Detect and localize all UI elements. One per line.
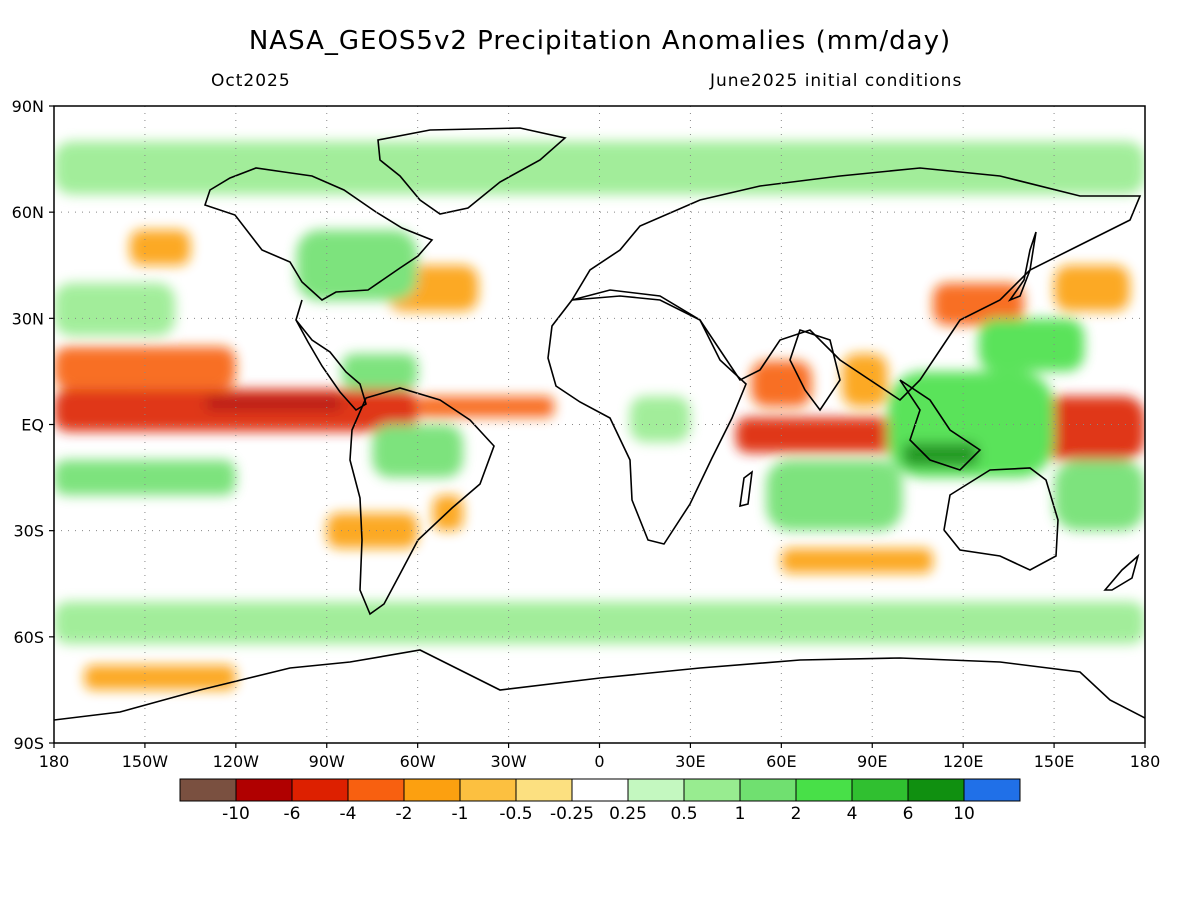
- new-zealand-outline: [1103, 553, 1140, 591]
- lon-label: 60W: [400, 752, 436, 771]
- colorbar-swatch: [907, 778, 965, 802]
- anomaly-north-america-wet: [296, 229, 418, 301]
- anomaly-northwest-pacific-dry: [1054, 265, 1130, 312]
- eurasia-outline: [570, 167, 1142, 402]
- lon-label: 90E: [857, 752, 887, 771]
- anomaly-field: [54, 141, 1145, 690]
- colorbar-swatch: [515, 778, 573, 802]
- initial-conditions-label: June2025 initial conditions: [710, 71, 963, 91]
- anomaly-equatorial-africa-wet: [629, 396, 691, 443]
- lat-label: 60N: [12, 203, 44, 222]
- anomaly-caribbean-wet: [341, 353, 418, 390]
- lat-label: 30N: [12, 309, 44, 328]
- anomaly-south-american-plateau-dry: [432, 495, 464, 531]
- anomaly-western-indian-ocean-dry: [735, 417, 903, 453]
- anomaly-eastern-indian-ocean-wet-core: [902, 442, 979, 467]
- south-america-outline: [349, 387, 495, 616]
- anomaly-south-indian-ocean-dry-band: [781, 548, 933, 574]
- japan-outline: [1007, 231, 1037, 302]
- lon-label: 60E: [766, 752, 796, 771]
- colorbar-swatch: [459, 778, 517, 802]
- australia-outline: [943, 467, 1059, 571]
- colorbar-swatch: [683, 778, 741, 802]
- colorbar-label: -1: [452, 804, 469, 824]
- colorbar-swatch: [291, 778, 349, 802]
- colorbar-swatch: [851, 778, 909, 802]
- colorbar-label: 1: [735, 804, 746, 824]
- valid-month-label: Oct2025: [211, 71, 291, 91]
- lon-label: 150W: [122, 752, 169, 771]
- colorbar-label: 2: [791, 804, 802, 824]
- colorbar-swatch: [795, 778, 853, 802]
- india-outline: [789, 328, 841, 412]
- lon-label: 30W: [490, 752, 526, 771]
- colorbar-label: -10: [222, 804, 250, 824]
- lon-label: 90W: [309, 752, 345, 771]
- colorbar-swatch: [179, 778, 237, 802]
- lat-label: 30S: [13, 522, 44, 541]
- greenland-outline: [377, 127, 567, 215]
- antarctica-outline: [54, 649, 1145, 721]
- anomaly-gulf-of-alaska-dry: [129, 229, 191, 266]
- anomaly-bay-of-bengal-dry: [841, 353, 888, 407]
- anomaly-amazon-wet: [372, 424, 464, 478]
- colorbar-label: 6: [903, 804, 914, 824]
- anomaly-west-pacific-equatorial-dry: [1038, 396, 1145, 460]
- anomaly-north-pacific-subtropical-dry: [54, 346, 236, 390]
- colorbar-label: 4: [847, 804, 858, 824]
- central-america-outline: [295, 299, 367, 412]
- colorbar-label: -0.25: [550, 804, 594, 824]
- lat-label: 90N: [12, 97, 44, 116]
- colorbar-legend: -10 -6 -4 -2 -1 -0.5 -0.25 0.25 0.5 1 2 4 6 10: [179, 778, 1021, 824]
- lat-label: 60S: [13, 628, 44, 647]
- colorbar-swatch: [403, 778, 461, 802]
- colorbar-swatch: [627, 778, 685, 802]
- colorbar-label: 0.5: [670, 804, 697, 824]
- colorbar-label: -4: [340, 804, 357, 824]
- colorbar-swatch: [963, 778, 1021, 802]
- madagascar-outline: [739, 470, 754, 508]
- colorbar-swatch: [347, 778, 405, 802]
- colorbar-swatch: [571, 778, 629, 802]
- lat-label: EQ: [21, 416, 44, 435]
- colorbar-label: -6: [284, 804, 301, 824]
- anomaly-west-pacific-subtropical-wet: [978, 318, 1085, 372]
- lon-label: 120W: [213, 752, 260, 771]
- continent-outlines: [54, 127, 1145, 721]
- anomaly-atlantic-itcz-dry: [417, 396, 555, 418]
- colorbar-label: -2: [396, 804, 413, 824]
- anomaly-south-indian-ocean-wet: [766, 459, 903, 531]
- lon-label: 180: [39, 752, 70, 771]
- colorbar-label: 10: [953, 804, 975, 824]
- north-america-outline: [203, 167, 434, 301]
- lat-label: 90S: [13, 734, 44, 753]
- lon-label: 150E: [1034, 752, 1075, 771]
- colorbar-swatch: [739, 778, 797, 802]
- anomaly-north-pacific-midlat-wet: [54, 282, 176, 337]
- lon-label: 0: [594, 752, 604, 771]
- anomaly-arctic-wet: [54, 141, 1145, 195]
- anomaly-southern-ocean-pacific-dry: [84, 665, 236, 690]
- lon-label: 180: [1130, 752, 1161, 771]
- anomaly-southern-ocean-wet: [54, 601, 1145, 644]
- lon-label: 120E: [943, 752, 984, 771]
- anomaly-east-china-japan-dry: [932, 282, 1024, 326]
- lon-label: 30E: [675, 752, 705, 771]
- colorbar-label: 0.25: [609, 804, 647, 824]
- anomaly-south-pacific-convergence-wet: [1054, 459, 1145, 531]
- southeast-asia-outline: [899, 379, 982, 471]
- anomaly-east-pacific-itcz-core-dry: [205, 396, 342, 411]
- anomaly-southeast-pacific-dry: [326, 512, 418, 549]
- colorbar-label: -0.5: [499, 804, 532, 824]
- plot-title: NASA_GEOS5v2 Precipitation Anomalies (mm…: [248, 26, 952, 56]
- colorbar-swatch: [235, 778, 293, 802]
